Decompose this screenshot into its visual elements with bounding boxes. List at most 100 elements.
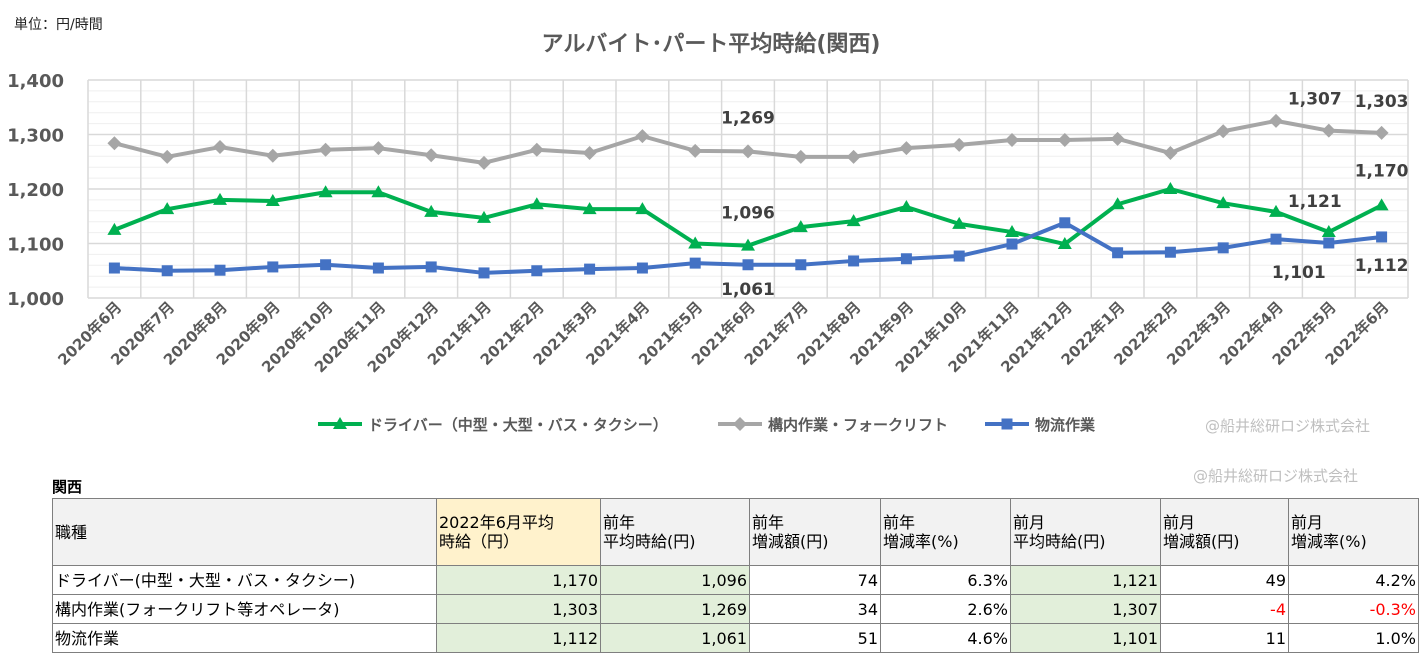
data-point bbox=[793, 149, 808, 164]
cell-yoy-diff: 51 bbox=[749, 623, 881, 653]
cell-job: ドライバー(中型・大型・バス・タクシー) bbox=[52, 565, 437, 595]
data-label: 1,096 bbox=[721, 204, 775, 224]
data-point bbox=[160, 202, 175, 215]
data-point bbox=[582, 202, 597, 215]
data-point bbox=[584, 263, 596, 275]
data-point bbox=[795, 259, 807, 271]
cell-yoy-rate: 2.6% bbox=[880, 594, 1011, 624]
data-label: 1,101 bbox=[1272, 263, 1326, 283]
data-point bbox=[635, 129, 650, 144]
data-point bbox=[1163, 182, 1178, 194]
series-1 bbox=[107, 113, 1389, 170]
series-2 bbox=[108, 217, 1388, 279]
data-point bbox=[371, 185, 386, 198]
data-point bbox=[318, 185, 333, 198]
data-point bbox=[1217, 242, 1229, 254]
cell-mom-rate: 4.2% bbox=[1288, 565, 1419, 595]
data-point bbox=[1323, 237, 1335, 249]
data-point bbox=[689, 257, 701, 269]
data-point bbox=[899, 141, 914, 156]
cell-current: 1,112 bbox=[436, 623, 601, 653]
data-point bbox=[582, 146, 597, 161]
cell-current: 1,303 bbox=[436, 594, 601, 624]
data-point bbox=[531, 265, 543, 277]
legend-label: ドライバー（中型・大型・バス・タクシー） bbox=[368, 416, 668, 434]
cell-mom-diff: -4 bbox=[1160, 594, 1289, 624]
data-point bbox=[900, 253, 912, 265]
line-chart: 1,0001,1001,2001,3001,4002020年6月2020年7月2… bbox=[7, 71, 1409, 434]
data-point bbox=[1005, 225, 1019, 238]
data-point bbox=[1112, 247, 1124, 259]
data-label: 1,269 bbox=[721, 108, 775, 128]
watermark: @船井総研ロジ株式会社 bbox=[1205, 417, 1371, 435]
data-point bbox=[424, 204, 439, 217]
header-yoy-diff: 前年 増減額(円) bbox=[749, 498, 881, 566]
data-point bbox=[1006, 238, 1018, 250]
cell-mom-rate: -0.3% bbox=[1288, 594, 1419, 624]
data-point bbox=[953, 250, 965, 262]
data-point bbox=[688, 143, 703, 158]
data-point bbox=[265, 193, 280, 206]
data-point bbox=[1057, 132, 1072, 147]
data-point bbox=[1321, 225, 1336, 238]
data-point bbox=[425, 261, 437, 273]
cell-prev-year: 1,096 bbox=[600, 565, 750, 595]
data-point bbox=[848, 255, 860, 267]
data-label: 1,112 bbox=[1355, 256, 1409, 276]
cell-yoy-rate: 4.6% bbox=[880, 623, 1011, 653]
data-point bbox=[1269, 113, 1283, 128]
cell-prev-year: 1,061 bbox=[600, 623, 750, 653]
data-point bbox=[635, 202, 650, 215]
data-label: 1,303 bbox=[1355, 92, 1409, 112]
header-current: 2022年6月平均 時給（円） bbox=[436, 498, 601, 566]
data-point bbox=[1374, 198, 1389, 211]
table-row: ドライバー(中型・大型・バス・タクシー) 1,170 1,096 74 6.3%… bbox=[52, 565, 1419, 595]
data-point bbox=[1216, 196, 1231, 209]
data-point bbox=[161, 265, 173, 277]
data-point bbox=[108, 262, 120, 274]
data-point bbox=[741, 238, 755, 251]
cell-prev-year: 1,269 bbox=[600, 594, 750, 624]
data-point bbox=[1216, 124, 1231, 139]
data-point bbox=[529, 197, 544, 210]
data-point bbox=[107, 136, 122, 151]
data-point bbox=[1110, 131, 1125, 146]
data-point bbox=[1374, 125, 1389, 140]
data-point bbox=[636, 262, 648, 274]
cell-yoy-rate: 6.3% bbox=[880, 565, 1011, 595]
data-point bbox=[213, 140, 227, 155]
cell-job: 構内作業(フォークリフト等オペレータ) bbox=[52, 594, 437, 624]
data-point bbox=[688, 236, 703, 249]
data-point bbox=[1321, 123, 1336, 138]
data-point bbox=[1376, 231, 1388, 243]
header-prev-month: 前月 平均時給(円) bbox=[1010, 498, 1161, 566]
data-point bbox=[793, 220, 808, 233]
legend-label: 構内作業・フォークリフト bbox=[768, 416, 948, 434]
data-point bbox=[477, 210, 491, 223]
data-point bbox=[424, 148, 439, 163]
wage-table: 職種 2022年6月平均 時給（円） 前年 平均時給(円) 前年 増減額(円) … bbox=[52, 498, 1419, 653]
cell-current: 1,170 bbox=[436, 565, 601, 595]
region-label: 関西 bbox=[52, 478, 83, 496]
y-tick-label: 1,300 bbox=[7, 126, 64, 147]
data-point bbox=[371, 141, 386, 156]
chart-title: アルバイト･パート平均時給(関西) bbox=[541, 32, 881, 57]
data-point bbox=[478, 267, 490, 279]
data-point bbox=[160, 149, 175, 164]
data-point bbox=[846, 149, 861, 164]
data-point bbox=[1269, 204, 1283, 217]
data-point bbox=[265, 148, 280, 163]
table-row: 構内作業(フォークリフト等オペレータ) 1,303 1,269 34 2.6% … bbox=[52, 594, 1419, 624]
data-point bbox=[320, 259, 332, 271]
data-label: 1,170 bbox=[1355, 161, 1409, 181]
data-point bbox=[372, 262, 384, 274]
legend-marker bbox=[333, 417, 347, 429]
data-point bbox=[952, 137, 967, 152]
data-point bbox=[267, 261, 279, 273]
data-point bbox=[742, 259, 754, 271]
watermark-table: @船井総研ロジ株式会社 bbox=[1193, 467, 1359, 485]
cell-job: 物流作業 bbox=[52, 623, 437, 653]
data-point bbox=[477, 155, 491, 170]
cell-prev-month: 1,121 bbox=[1010, 565, 1161, 595]
